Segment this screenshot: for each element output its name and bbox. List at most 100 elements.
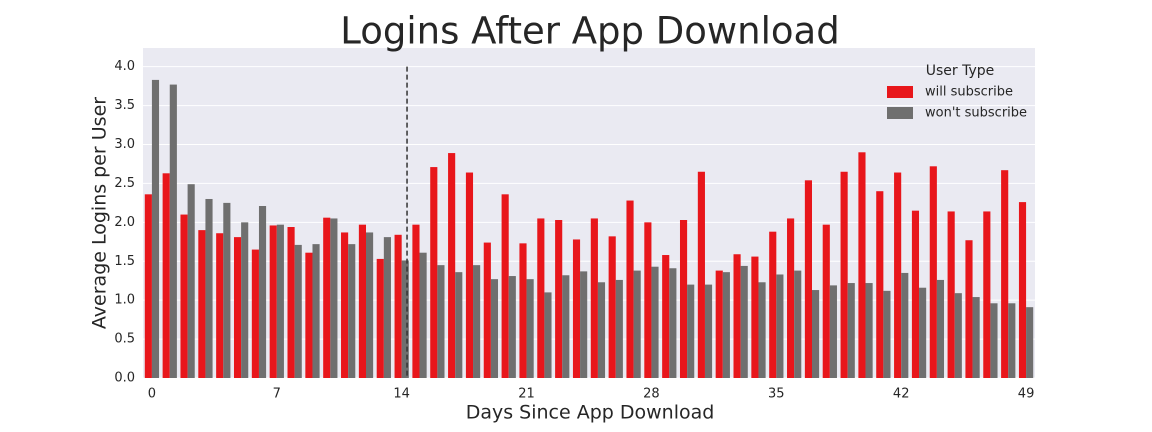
bar xyxy=(294,244,302,378)
y-tick-label: 0.0 xyxy=(114,371,135,386)
bar xyxy=(947,211,955,378)
bar xyxy=(544,292,552,378)
x-tick-label: 42 xyxy=(893,387,910,402)
bar xyxy=(794,270,802,378)
bar xyxy=(590,218,598,378)
bar xyxy=(965,240,973,378)
bar xyxy=(562,275,570,378)
bar xyxy=(455,272,463,378)
y-tick-label: 4.0 xyxy=(114,59,135,74)
x-tick-label: 0 xyxy=(148,387,156,402)
bar xyxy=(662,255,670,378)
y-tick-label: 1.5 xyxy=(114,254,135,269)
bar xyxy=(829,285,837,378)
bar xyxy=(519,243,527,378)
bar xyxy=(758,282,766,378)
bar xyxy=(348,244,356,378)
bar xyxy=(972,297,980,378)
y-tick-label: 2.0 xyxy=(114,215,135,230)
bar xyxy=(929,166,937,378)
bar xyxy=(679,220,688,378)
bar xyxy=(936,279,945,378)
bar xyxy=(412,224,420,378)
bar xyxy=(162,173,170,378)
bar xyxy=(687,284,695,378)
y-tick-label: 1.0 xyxy=(114,293,135,308)
bar xyxy=(216,233,224,378)
bar xyxy=(490,279,499,378)
bar xyxy=(894,172,902,378)
bar xyxy=(269,225,277,378)
bar xyxy=(287,227,295,378)
bar xyxy=(341,232,349,378)
y-axis-label: Average Logins per User xyxy=(89,97,111,329)
bar xyxy=(330,218,338,378)
bar xyxy=(822,224,830,378)
bar xyxy=(1026,307,1034,378)
bar xyxy=(651,266,659,378)
bar xyxy=(276,224,284,378)
bar xyxy=(465,172,474,378)
bar xyxy=(180,214,188,378)
bar xyxy=(1008,303,1016,378)
bar xyxy=(258,205,267,378)
bar xyxy=(437,265,445,378)
bar xyxy=(151,79,160,379)
bar xyxy=(323,217,331,378)
bar xyxy=(448,153,456,378)
bar xyxy=(537,218,545,378)
bar xyxy=(633,270,641,378)
bar xyxy=(508,276,516,378)
bar xyxy=(312,244,320,378)
bar xyxy=(812,290,820,378)
bar xyxy=(366,232,374,378)
bar xyxy=(804,180,812,378)
bar xyxy=(169,84,177,378)
bar xyxy=(919,287,927,378)
y-tick-label: 3.0 xyxy=(114,137,135,152)
x-tick-label: 49 xyxy=(1018,387,1035,402)
bar xyxy=(376,258,384,378)
legend-swatch xyxy=(887,86,913,98)
bar xyxy=(251,249,259,378)
x-tick-label: 7 xyxy=(273,387,281,402)
bar xyxy=(430,167,438,378)
bar xyxy=(572,239,581,378)
bar xyxy=(733,254,741,378)
bar xyxy=(419,252,427,378)
bar xyxy=(144,194,152,378)
legend-swatch xyxy=(887,107,913,119)
legend-label: won't subscribe xyxy=(925,106,1027,121)
bar xyxy=(769,231,777,378)
bar xyxy=(776,274,784,378)
bar xyxy=(501,194,509,378)
y-tick-label: 3.5 xyxy=(114,98,135,113)
bar xyxy=(983,211,991,378)
bar xyxy=(883,290,891,378)
bar xyxy=(751,256,759,378)
bar xyxy=(911,210,920,378)
bar xyxy=(787,218,795,378)
bar xyxy=(305,252,313,378)
bar xyxy=(697,171,705,378)
bar xyxy=(483,242,491,378)
bar xyxy=(858,152,866,378)
legend-label: will subscribe xyxy=(925,85,1013,100)
bar xyxy=(473,265,481,378)
chart-title: Logins After App Download xyxy=(340,10,839,53)
bar xyxy=(241,222,249,378)
bar xyxy=(865,283,873,378)
legend-title: User Type xyxy=(926,63,995,79)
bar xyxy=(187,184,195,378)
bar xyxy=(615,279,623,378)
y-tick-label: 0.5 xyxy=(114,332,135,347)
x-tick-label: 35 xyxy=(768,387,785,402)
bar xyxy=(901,272,909,378)
bar xyxy=(233,237,242,378)
bar xyxy=(715,270,723,378)
bar xyxy=(847,283,855,378)
bar xyxy=(876,191,884,378)
bar xyxy=(990,303,998,378)
x-tick-label: 14 xyxy=(393,387,410,402)
